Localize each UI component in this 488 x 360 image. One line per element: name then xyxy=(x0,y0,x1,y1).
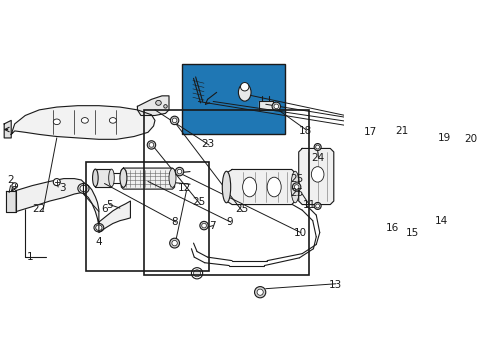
Circle shape xyxy=(240,82,248,91)
Circle shape xyxy=(200,221,208,230)
Ellipse shape xyxy=(242,177,256,197)
Polygon shape xyxy=(226,170,295,204)
Polygon shape xyxy=(6,190,16,212)
Text: 8: 8 xyxy=(171,217,178,227)
Polygon shape xyxy=(137,96,169,116)
Circle shape xyxy=(177,169,182,174)
Circle shape xyxy=(169,238,179,248)
Ellipse shape xyxy=(108,169,114,187)
Circle shape xyxy=(428,209,434,214)
Polygon shape xyxy=(258,102,272,110)
Ellipse shape xyxy=(266,177,281,197)
Ellipse shape xyxy=(290,171,299,203)
Ellipse shape xyxy=(92,169,98,187)
Circle shape xyxy=(292,183,300,191)
Circle shape xyxy=(271,102,280,111)
Text: 3: 3 xyxy=(59,183,65,193)
Ellipse shape xyxy=(96,225,102,230)
Text: 12: 12 xyxy=(178,183,191,193)
Polygon shape xyxy=(11,106,155,139)
Polygon shape xyxy=(99,201,130,233)
Polygon shape xyxy=(121,168,174,189)
Text: 5: 5 xyxy=(106,199,112,210)
Text: 2: 2 xyxy=(7,175,14,185)
Polygon shape xyxy=(83,183,99,226)
Ellipse shape xyxy=(81,118,88,123)
Circle shape xyxy=(396,222,403,229)
Ellipse shape xyxy=(163,105,167,108)
Circle shape xyxy=(193,270,200,277)
Circle shape xyxy=(313,144,321,150)
Text: 11: 11 xyxy=(302,199,315,210)
Text: 7: 7 xyxy=(209,221,215,230)
Text: 25: 25 xyxy=(289,188,303,198)
Ellipse shape xyxy=(120,168,127,187)
Circle shape xyxy=(257,289,263,295)
Text: 22: 22 xyxy=(33,204,46,215)
Circle shape xyxy=(147,141,155,149)
Ellipse shape xyxy=(80,185,87,192)
Text: 25: 25 xyxy=(235,204,248,215)
Polygon shape xyxy=(298,148,333,204)
Ellipse shape xyxy=(155,100,161,105)
Circle shape xyxy=(257,289,263,295)
Circle shape xyxy=(191,267,202,279)
Circle shape xyxy=(175,167,183,176)
Circle shape xyxy=(12,183,18,188)
Text: 21: 21 xyxy=(394,126,407,136)
Text: 23: 23 xyxy=(201,139,214,149)
Circle shape xyxy=(149,143,153,147)
Ellipse shape xyxy=(238,84,250,101)
Circle shape xyxy=(53,179,60,186)
Ellipse shape xyxy=(222,171,230,203)
Text: 25: 25 xyxy=(191,197,204,207)
Text: 19: 19 xyxy=(437,133,450,143)
Bar xyxy=(181,64,285,134)
Polygon shape xyxy=(4,120,11,138)
Polygon shape xyxy=(95,170,111,187)
Bar xyxy=(86,162,208,271)
Text: 20: 20 xyxy=(463,134,476,144)
Circle shape xyxy=(315,145,319,149)
Ellipse shape xyxy=(94,224,103,232)
Circle shape xyxy=(313,202,321,210)
Circle shape xyxy=(315,204,319,208)
Text: 25: 25 xyxy=(289,174,303,184)
Text: 6: 6 xyxy=(101,204,107,215)
Circle shape xyxy=(170,116,179,125)
Text: 15: 15 xyxy=(405,228,418,238)
Circle shape xyxy=(418,216,424,221)
Bar xyxy=(181,64,285,134)
Circle shape xyxy=(254,287,265,298)
Circle shape xyxy=(202,223,206,228)
Text: 18: 18 xyxy=(299,126,312,136)
Text: 9: 9 xyxy=(226,217,233,227)
Text: 10: 10 xyxy=(294,228,307,238)
Text: 24: 24 xyxy=(310,153,324,163)
Circle shape xyxy=(172,240,177,246)
Circle shape xyxy=(294,185,298,189)
Circle shape xyxy=(273,104,278,109)
Text: 17: 17 xyxy=(363,127,376,137)
Polygon shape xyxy=(16,179,85,212)
Bar xyxy=(144,110,308,275)
Ellipse shape xyxy=(311,167,323,182)
Circle shape xyxy=(171,240,177,246)
Text: 1: 1 xyxy=(27,252,33,262)
Ellipse shape xyxy=(53,119,60,125)
Text: 16: 16 xyxy=(385,223,398,233)
Text: 4: 4 xyxy=(95,237,102,247)
Circle shape xyxy=(172,118,177,123)
Text: 14: 14 xyxy=(433,216,447,226)
Text: 13: 13 xyxy=(328,280,342,290)
Ellipse shape xyxy=(78,184,89,193)
Ellipse shape xyxy=(109,118,116,123)
Ellipse shape xyxy=(169,168,176,187)
